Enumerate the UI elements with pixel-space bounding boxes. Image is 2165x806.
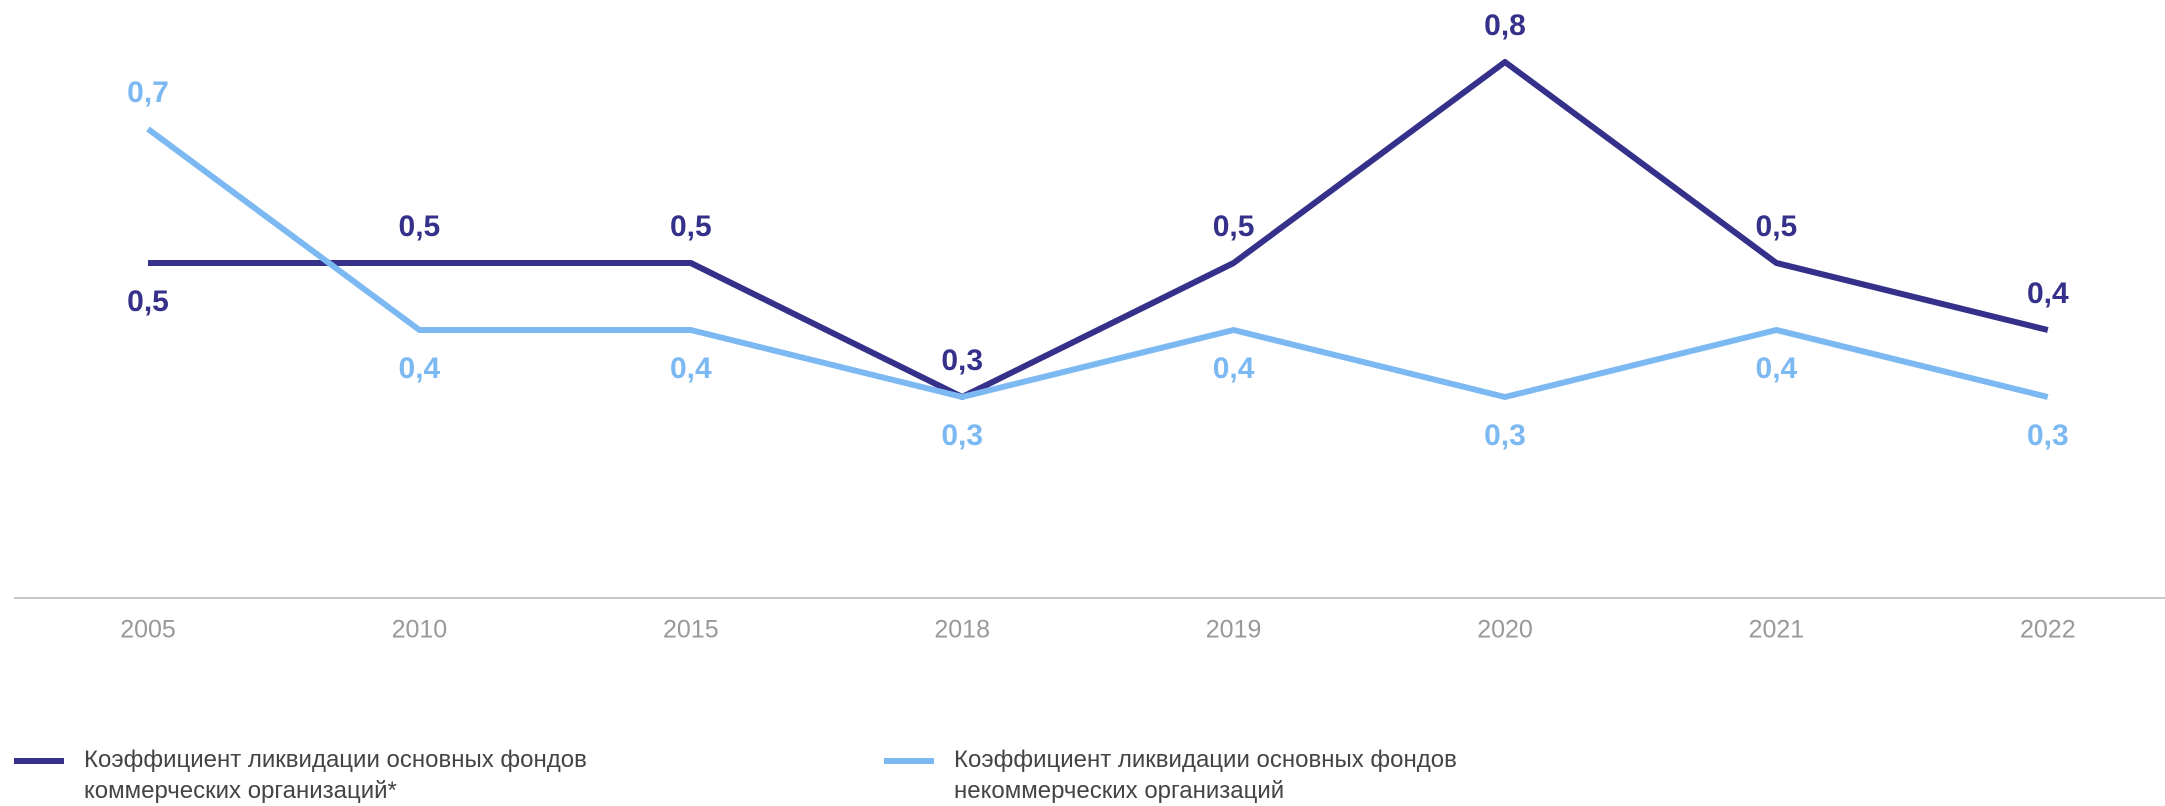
x-tick-label: 2020: [1477, 616, 1533, 644]
x-tick-label: 2005: [120, 616, 176, 644]
x-tick-label: 2010: [392, 616, 448, 644]
series-line: [148, 59, 2049, 400]
data-label: 0,4: [1213, 352, 1255, 385]
legend-swatch: [884, 758, 934, 764]
data-label: 0,4: [670, 352, 712, 385]
legend-item: Коэффициент ликвидации основных фондов к…: [14, 744, 664, 806]
legend-swatch: [14, 758, 64, 764]
data-label: 0,5: [399, 210, 441, 243]
x-tick-label: 2021: [1749, 616, 1805, 644]
data-label: 0,5: [670, 210, 712, 243]
data-label: 0,5: [127, 285, 169, 318]
data-label: 0,3: [1484, 419, 1526, 452]
x-tick-label: 2015: [663, 616, 719, 644]
data-label: 0,4: [399, 352, 441, 385]
series-line: [146, 126, 2049, 400]
data-label: 0,3: [941, 344, 983, 377]
x-tick-label: 2019: [1206, 616, 1262, 644]
data-label: 0,3: [2027, 419, 2069, 452]
data-label: 0,8: [1484, 9, 1526, 42]
chart: 2005 2010 2015 2018 2019 2020 2021 2022 0,5 0,5 0,…: [14, 9, 2165, 644]
x-tick-label: 2018: [934, 616, 990, 644]
data-label: 0,7: [127, 76, 169, 109]
data-label: 0,4: [2027, 277, 2069, 310]
data-label: 0,3: [941, 419, 983, 452]
data-label: 0,4: [1756, 352, 1798, 385]
legend-item: Коэффициент ликвидации основных фондов н…: [884, 744, 1534, 806]
x-tick-label: 2022: [2020, 616, 2076, 644]
legend-label: Коэффициент ликвидации основных фондов н…: [954, 746, 1457, 804]
data-label: 0,5: [1756, 210, 1798, 243]
data-label: 0,5: [1213, 210, 1255, 243]
legend-label: Коэффициент ликвидации основных фондов к…: [84, 746, 587, 804]
